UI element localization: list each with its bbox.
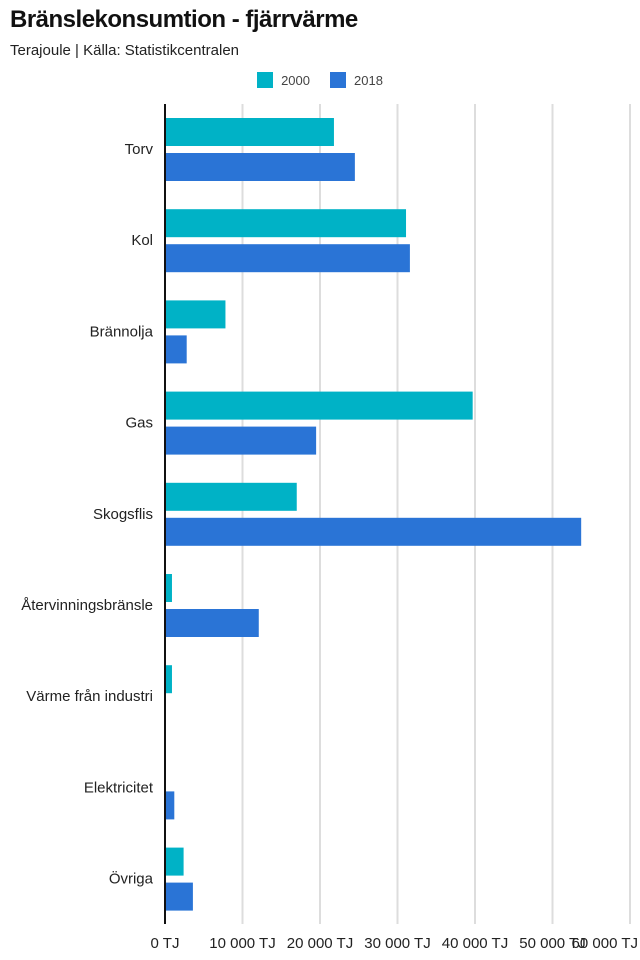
x-tick-label: 60 000 TJ: [572, 935, 638, 952]
legend-item-2000: 2000: [257, 72, 310, 88]
x-tick-label: 30 000 TJ: [364, 935, 430, 952]
legend-label-2000: 2000: [281, 72, 310, 88]
category-label: Kol: [131, 232, 153, 249]
bar-2000-3: [165, 391, 473, 420]
category-label: Övriga: [109, 870, 154, 888]
bar-2000-4: [165, 482, 297, 511]
category-label: Gas: [125, 415, 153, 432]
x-tick-label: 40 000 TJ: [442, 935, 508, 952]
bar-2000-8: [165, 847, 184, 876]
bar-2018-2: [165, 335, 187, 364]
bar-2018-0: [165, 153, 355, 181]
bar-2000-1: [165, 209, 407, 238]
x-tick-label: 20 000 TJ: [287, 935, 353, 952]
legend-swatch-2000: [257, 72, 274, 88]
bar-2018-5: [165, 609, 259, 637]
chart-title: Bränslekonsumtion - fjärrvärme: [10, 6, 358, 33]
category-label: Skogsflis: [93, 506, 153, 523]
bar-2018-4: [165, 517, 582, 546]
x-tick-label: 50 000 TJ: [519, 935, 585, 952]
x-tick-label: 0 TJ: [151, 935, 180, 952]
category-label: Återvinningsbränsle: [21, 597, 153, 614]
bar-2018-8: [165, 882, 193, 911]
bar-2018-3: [165, 426, 317, 455]
legend-swatch-2018: [330, 72, 346, 88]
legend: 2000 2018: [0, 72, 640, 88]
legend-item-2018: 2018: [330, 72, 383, 88]
bar-2018-7: [165, 791, 175, 820]
bar-2000-6: [165, 665, 172, 694]
bar-2000-0: [165, 118, 334, 146]
bar-2018-1: [165, 244, 410, 273]
category-label: Elektricitet: [84, 779, 154, 796]
x-tick-label: 10 000 TJ: [209, 935, 275, 952]
legend-label-2018: 2018: [354, 72, 383, 88]
bar-2000-2: [165, 300, 226, 329]
category-label: Torv: [125, 141, 154, 158]
bar-2000-5: [165, 574, 172, 602]
chart-subtitle: Terajoule | Källa: Statistikcentralen: [10, 42, 240, 59]
category-label: Brännolja: [90, 323, 154, 340]
category-label: Värme från industri: [26, 688, 153, 705]
